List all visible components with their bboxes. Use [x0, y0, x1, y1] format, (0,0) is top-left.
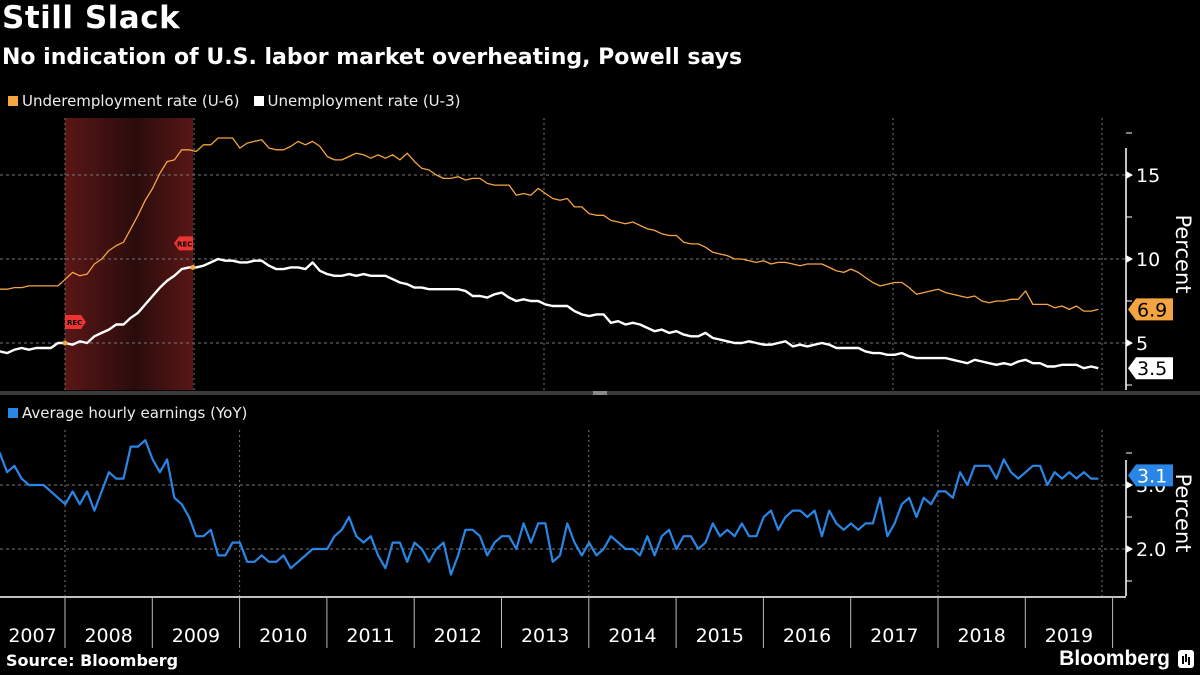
y-tick-label: 15 — [1136, 165, 1160, 187]
top-legend: Underemployment rate (U-6) Unemployment … — [8, 92, 474, 110]
x-tick-label: 2017 — [870, 625, 918, 647]
chart-title: Still Slack — [2, 0, 181, 36]
legend-item-u3: Unemployment rate (U-3) — [253, 92, 461, 110]
legend-swatch-u3 — [253, 96, 264, 106]
recession-end-dot — [190, 264, 196, 270]
y-tick-marker — [1126, 339, 1133, 347]
u3-last-value-badge-label: 3.5 — [1137, 358, 1167, 380]
series-line-ahe — [0, 439, 1099, 576]
y-tick-marker — [1126, 171, 1133, 179]
x-tick-label: 2016 — [783, 625, 831, 647]
recession-end-flag — [173, 236, 193, 251]
y-tick-label: 5 — [1136, 333, 1148, 355]
y-axis-label: Percent — [1171, 214, 1195, 293]
x-tick-label: 2018 — [957, 625, 1005, 647]
legend-label-ahe: Average hourly earnings (YoY) — [22, 404, 248, 422]
x-tick-label: 2012 — [434, 625, 482, 647]
recession-start-dot — [62, 340, 68, 346]
x-tick-label: 2013 — [521, 625, 569, 647]
series-line-u6 — [0, 137, 1099, 312]
ahe-last-value-badge-label: 3.1 — [1137, 465, 1167, 487]
bloomberg-logo: Bloomberg — [1059, 647, 1194, 671]
series-line-u3 — [0, 257, 1099, 370]
source-note: Source: Bloomberg — [6, 651, 179, 670]
recession-end-label: REC — [177, 240, 192, 248]
legend-item-u6: Underemployment rate (U-6) — [8, 92, 240, 110]
u3-last-value-badge — [1128, 357, 1173, 380]
u6-last-value-badge — [1128, 298, 1173, 321]
legend-label-u3: Unemployment rate (U-3) — [267, 92, 461, 110]
recession-shading — [65, 118, 193, 390]
bloomberg-chart-icon — [1178, 650, 1194, 668]
y-tick-label: 2.0 — [1136, 539, 1166, 561]
recession-start-flag — [65, 315, 86, 329]
x-tick-label: 2019 — [1045, 625, 1093, 647]
x-tick-label: 2007 — [8, 625, 56, 647]
legend-label-u6: Underemployment rate (U-6) — [22, 92, 240, 110]
legend-swatch-u6 — [8, 96, 18, 106]
splitter-handle — [593, 391, 607, 395]
y-tick-marker — [1126, 545, 1133, 553]
y-tick-label: 10 — [1136, 249, 1160, 271]
y-tick-marker — [1126, 481, 1133, 489]
x-tick-label: 2015 — [696, 625, 744, 647]
brand-name: Bloomberg — [1059, 647, 1170, 670]
x-tick-label: 2010 — [259, 625, 307, 647]
x-tick-label: 2009 — [172, 625, 220, 647]
y-tick-marker — [1126, 255, 1133, 263]
bottom-legend: Average hourly earnings (YoY) — [8, 404, 261, 422]
x-tick-label: 2011 — [346, 625, 394, 647]
legend-swatch-ahe — [8, 408, 18, 418]
recession-start-label: REC — [67, 319, 82, 327]
legend-item-ahe: Average hourly earnings (YoY) — [8, 404, 247, 422]
x-tick-label: 2014 — [608, 625, 656, 647]
x-tick-label: 2008 — [84, 625, 132, 647]
ahe-last-value-badge — [1128, 464, 1173, 487]
chart-subtitle: No indication of U.S. labor market overh… — [2, 45, 743, 70]
u6-last-value-badge-label: 6.9 — [1137, 299, 1167, 321]
y-axis-label: Percent — [1171, 473, 1195, 552]
